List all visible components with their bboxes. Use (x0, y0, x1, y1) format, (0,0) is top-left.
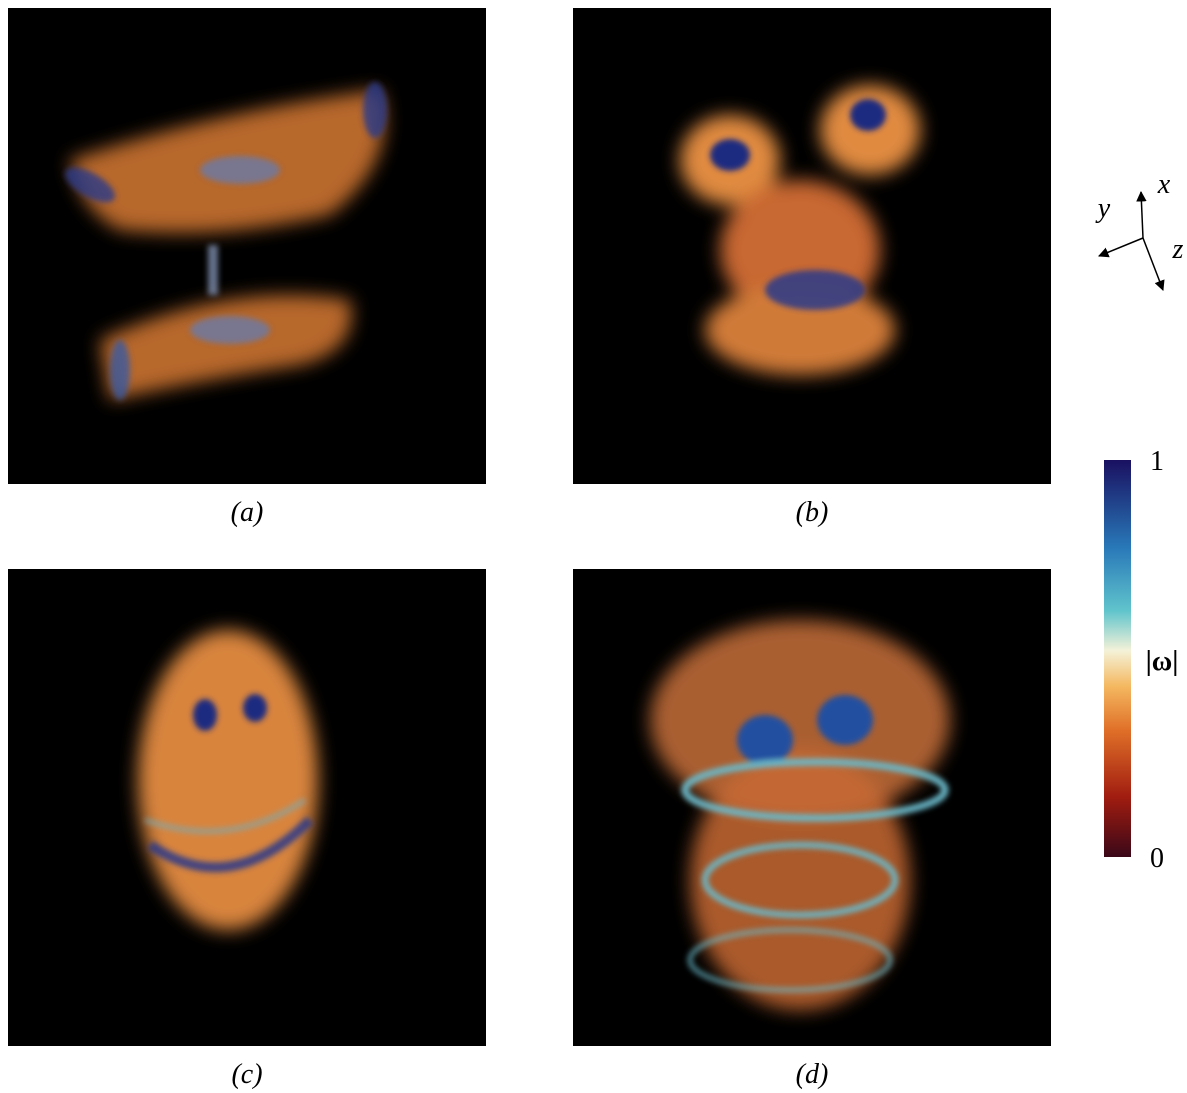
panel-c (8, 569, 486, 1046)
colorbar-tick-label: 0 (1150, 843, 1164, 874)
figure: (a) (b) (c) (d) x y z |ω| 0 1 (0, 0, 1187, 1093)
panel-label: (b) (796, 497, 829, 528)
panel-b (573, 8, 1051, 484)
panel-label: (c) (231, 1059, 262, 1090)
panel-d (573, 569, 1051, 1046)
colorbar: |ω| 0 1 (1104, 446, 1178, 874)
axis-label: x (1157, 169, 1171, 200)
panel-a (8, 8, 486, 484)
colorbar-label: |ω| (1146, 646, 1179, 677)
panel-label: (d) (796, 1059, 829, 1090)
panel-label: (a) (231, 497, 264, 528)
colorbar-tick-label: 1 (1150, 446, 1164, 477)
axis-label: z (1172, 234, 1184, 265)
axis-label: y (1095, 193, 1111, 224)
axis-triad: x y z (1095, 169, 1184, 290)
